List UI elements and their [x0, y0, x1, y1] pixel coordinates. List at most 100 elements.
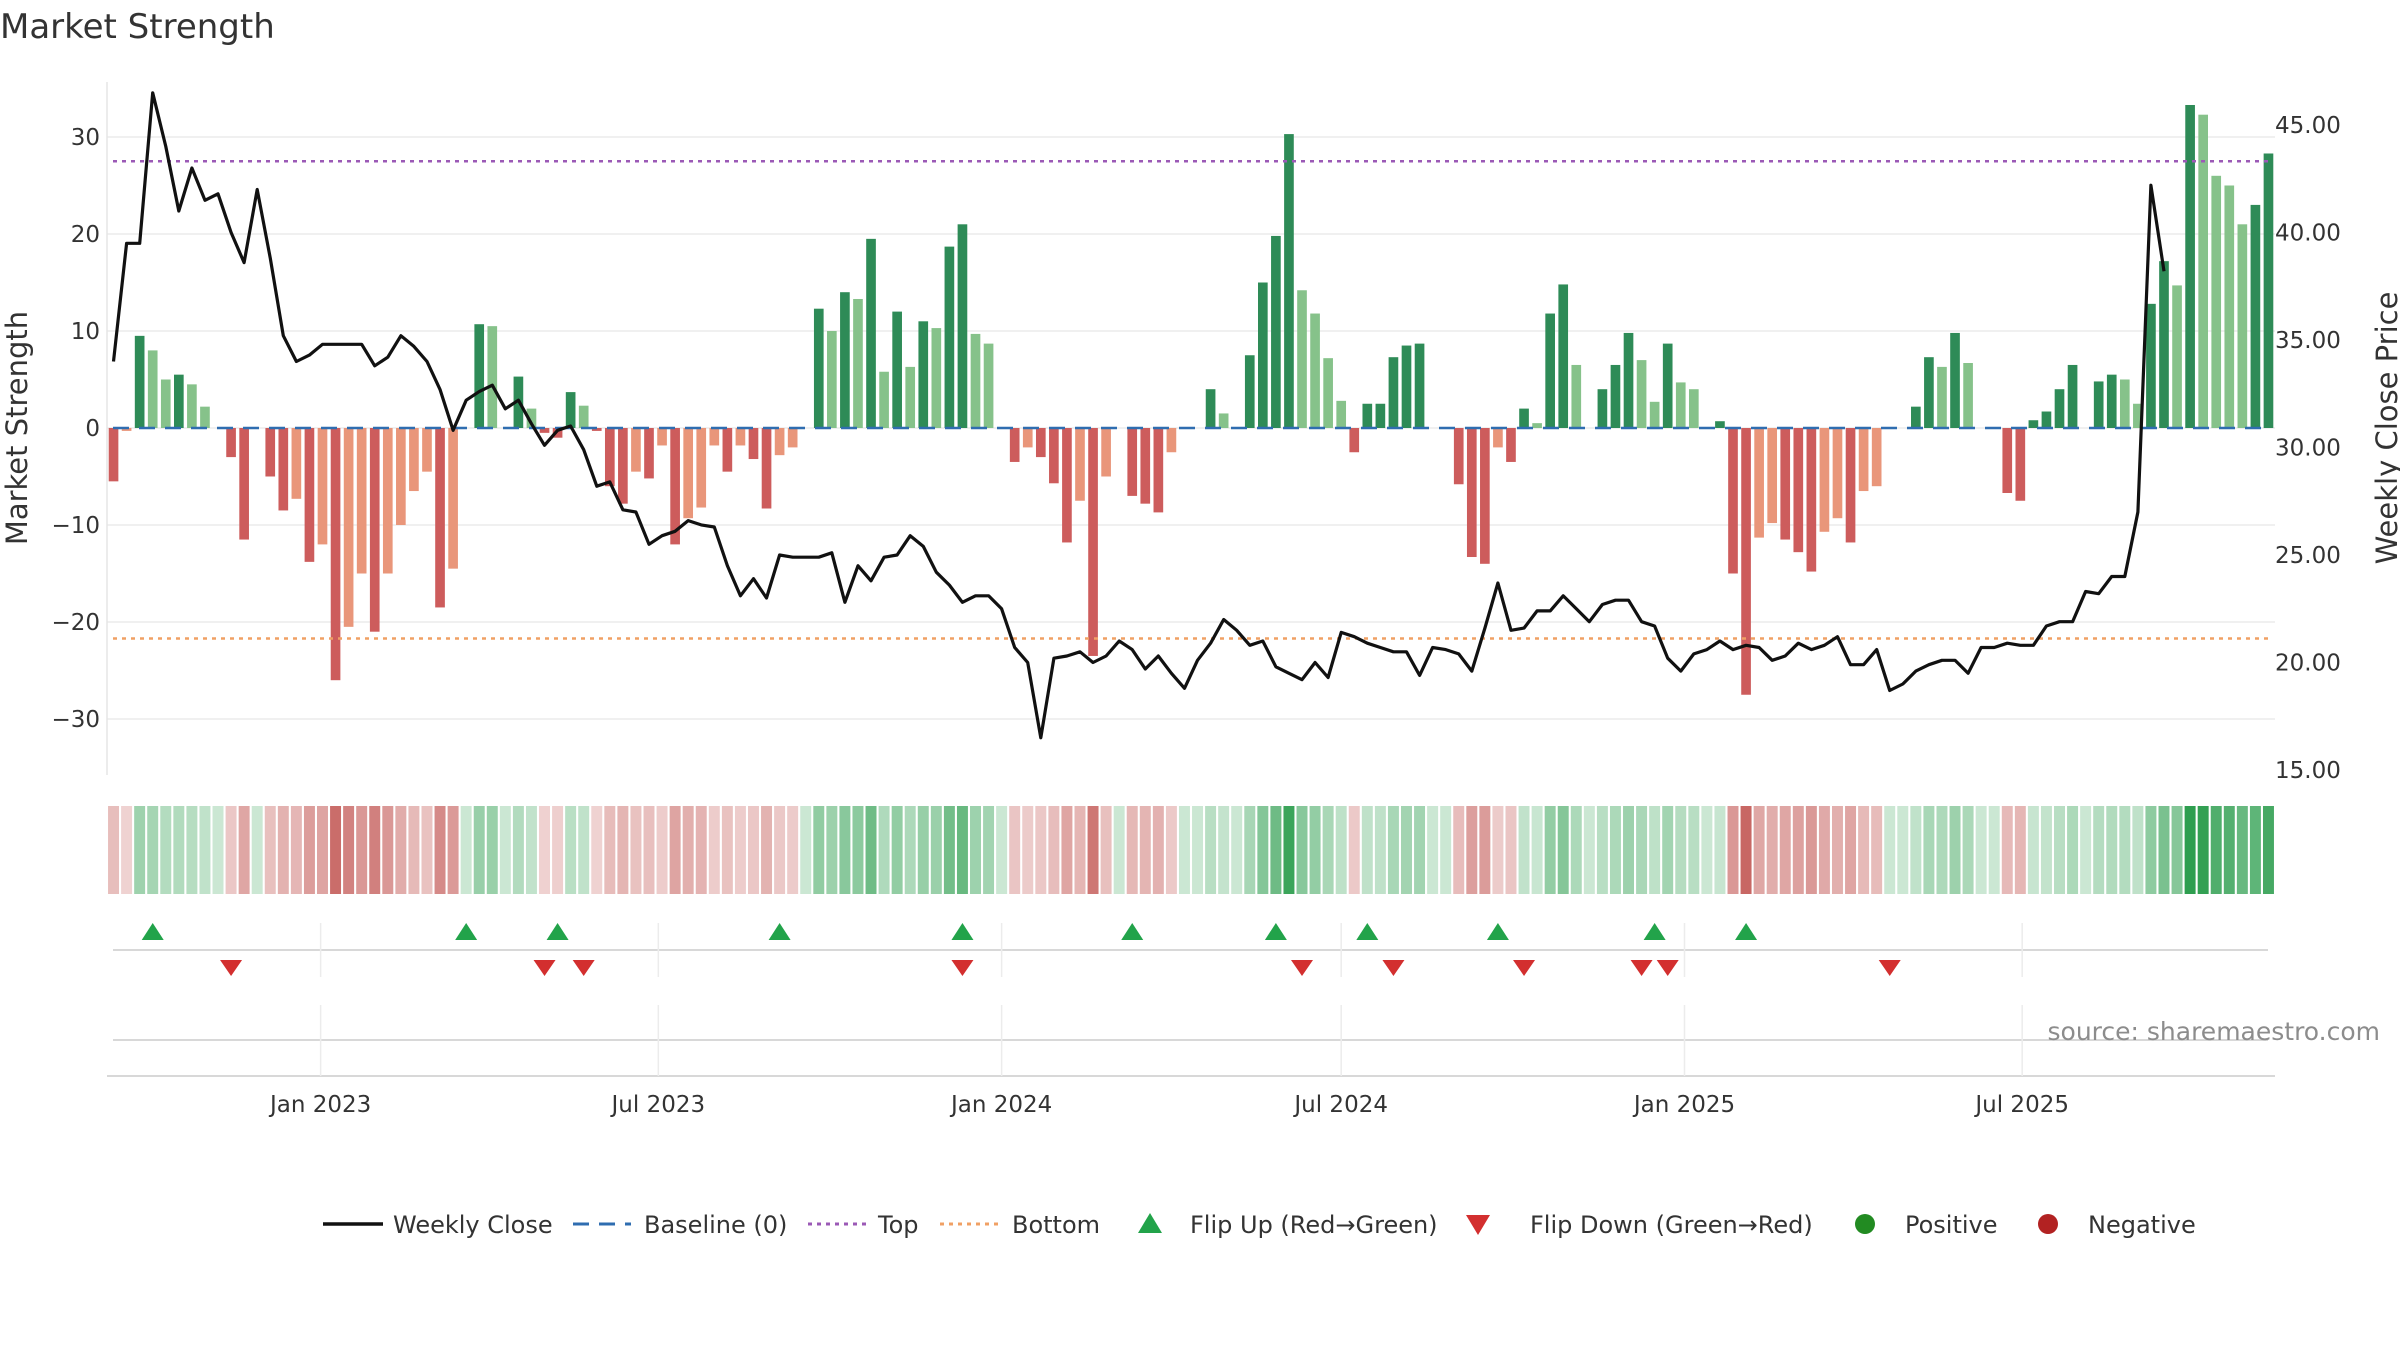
- heat-cell: [356, 806, 368, 894]
- heat-cell: [1949, 806, 1961, 894]
- strength-bar: [1558, 284, 1569, 428]
- heat-cell: [1453, 806, 1465, 894]
- strength-bar: [226, 428, 236, 458]
- heat-cell: [330, 806, 342, 894]
- strength-bar: [1388, 357, 1399, 428]
- strength-bar: [382, 428, 393, 574]
- strength-bar: [1728, 428, 1738, 574]
- heat-cell: [303, 806, 315, 894]
- heat-cell: [447, 806, 459, 894]
- strength-bar: [2237, 224, 2248, 428]
- y-tick-label: 20: [71, 222, 100, 248]
- heat-cell: [1126, 806, 1138, 894]
- x-tick-label: Jan 2023: [268, 1092, 371, 1118]
- flip-down-marker: [1878, 960, 1901, 976]
- heat-cell: [956, 806, 968, 894]
- strength-bar: [2106, 374, 2117, 428]
- flip-down-marker: [220, 960, 243, 976]
- strength-bar: [1806, 428, 1817, 572]
- heat-cell: [1570, 806, 1582, 894]
- heat-cell: [147, 806, 159, 894]
- strength-bar: [1493, 428, 1503, 448]
- x-tick-label: Jan 2025: [1632, 1092, 1735, 1118]
- strength-bar: [696, 428, 707, 508]
- strength-bar: [552, 428, 563, 438]
- y2-tick-label: 35.00: [2275, 328, 2341, 354]
- strength-bar: [1675, 382, 1686, 428]
- strength-bar: [957, 224, 968, 428]
- strength-bar: [2093, 381, 2104, 428]
- heat-cell: [552, 806, 564, 894]
- y2-axis-label: Weekly Close Price: [2370, 292, 2400, 565]
- heat-cell: [1609, 806, 1621, 894]
- y-tick-label: −10: [51, 513, 100, 539]
- strength-bar: [1793, 428, 1804, 553]
- heat-cell: [904, 806, 916, 894]
- strength-heat-strip: [108, 806, 2274, 894]
- flip-up-marker: [1264, 923, 1287, 940]
- y-tick-label: 0: [85, 416, 100, 442]
- heat-cell: [669, 806, 681, 894]
- strength-bar: [970, 333, 981, 428]
- strength-bar: [121, 428, 132, 431]
- heat-cell: [1074, 806, 1086, 894]
- heat-cell: [251, 806, 263, 894]
- heat-cell: [1178, 806, 1190, 894]
- heat-cell: [1257, 806, 1269, 894]
- heat-cell: [199, 806, 211, 894]
- legend-swatch-flip-down: [1466, 1215, 1490, 1235]
- strength-bar: [1049, 428, 1059, 484]
- strength-bar: [1950, 332, 1960, 428]
- strength-bar: [2146, 303, 2156, 428]
- y2-tick-label: 20.00: [2275, 651, 2341, 677]
- strength-bar: [1362, 403, 1373, 428]
- heat-cell: [578, 806, 590, 894]
- x-tick-labels: Jan 2023 Jul 2023 Jan 2024 Jul 2024 Jan 2025…: [268, 1092, 2069, 1118]
- heat-cell: [656, 806, 668, 894]
- strength-bar: [2224, 185, 2235, 428]
- heat-cell: [1505, 806, 1517, 894]
- y2-tick-label: 15.00: [2275, 758, 2341, 784]
- heat-cell: [317, 806, 328, 894]
- heat-cell: [1348, 806, 1360, 894]
- heat-cell: [1165, 806, 1177, 894]
- heat-cell: [761, 806, 773, 894]
- heat-cell: [369, 806, 381, 894]
- heat-cell: [983, 806, 995, 894]
- flip-down-marker: [1656, 960, 1679, 976]
- chart-title: Market Strength: [0, 7, 275, 47]
- strength-bar: [1271, 235, 1281, 428]
- strength-bar: [1244, 355, 1255, 428]
- heat-cell: [800, 806, 812, 894]
- flip-down-marker: [1291, 960, 1314, 976]
- heat-cell: [2093, 806, 2105, 894]
- heat-cell: [1858, 806, 1870, 894]
- heat-cell: [1714, 806, 1726, 894]
- y2-tick-label: 25.00: [2275, 543, 2341, 569]
- strength-bar: [526, 408, 537, 428]
- strength-bar: [1127, 428, 1138, 496]
- heat-cell: [1296, 806, 1308, 894]
- strength-bar: [813, 308, 824, 428]
- x-tick-label: Jul 2023: [610, 1092, 706, 1118]
- heat-cell: [917, 806, 929, 894]
- strength-bar: [761, 428, 772, 509]
- flip-up-marker: [1486, 923, 1509, 940]
- heat-cell: [891, 806, 903, 894]
- main-gridlines: [107, 136, 2275, 720]
- strength-bar: [2133, 403, 2143, 428]
- strength-bar: [187, 384, 197, 428]
- heat-cell: [1192, 806, 1204, 894]
- heat-cell: [408, 806, 420, 894]
- date-gridlines: [319, 923, 2023, 1076]
- x-tick-label: Jan 2024: [949, 1092, 1052, 1118]
- heat-cell: [2171, 806, 2183, 894]
- flip-down-marker: [533, 960, 556, 976]
- y-axis-label: Market Strength: [0, 311, 34, 545]
- strength-bar: [422, 428, 432, 472]
- heat-cell: [108, 806, 120, 894]
- strength-bar: [1453, 428, 1464, 485]
- heat-cell: [2262, 806, 2274, 894]
- strength-bar: [604, 428, 615, 487]
